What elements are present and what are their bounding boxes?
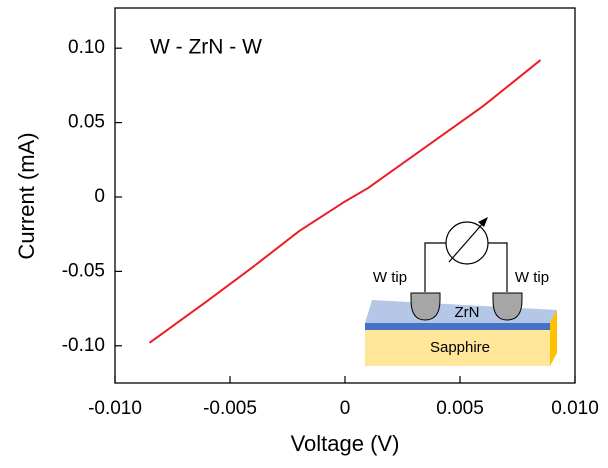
annotation: W - ZrN - W — [150, 36, 262, 59]
x-tick-label: 0.005 — [436, 398, 484, 419]
y-axis-label: Current (mA) — [14, 132, 39, 259]
y-tick-label: -0.05 — [62, 260, 105, 281]
x-tick-label: -0.010 — [88, 398, 142, 419]
x-tick-label: 0.010 — [551, 398, 599, 419]
inset-label: Sapphire — [430, 339, 490, 356]
inset-label: ZrN — [455, 304, 480, 321]
inset-label: W tip — [373, 269, 407, 286]
meter-arrow — [448, 221, 485, 263]
y-tick-label: 0.10 — [68, 37, 105, 58]
left-tip — [410, 292, 441, 321]
right-tip — [492, 292, 523, 321]
y-tick-label: 0.05 — [68, 112, 105, 133]
wire — [424, 242, 508, 292]
x-tick-label: -0.005 — [203, 398, 257, 419]
arrow-head — [478, 217, 488, 227]
data-line — [148, 59, 542, 344]
inset: W tip W tip ZrN Sapphire — [365, 217, 557, 366]
inset-label: W tip — [515, 269, 549, 286]
x-tick-label: 0 — [340, 398, 351, 419]
y-tick-label: 0 — [94, 186, 105, 207]
x-axis-label: Voltage (V) — [291, 431, 400, 456]
y-tick-label: -0.10 — [62, 335, 105, 356]
substrate — [365, 330, 550, 366]
film-edge — [365, 323, 550, 330]
substrate-side — [550, 310, 557, 366]
